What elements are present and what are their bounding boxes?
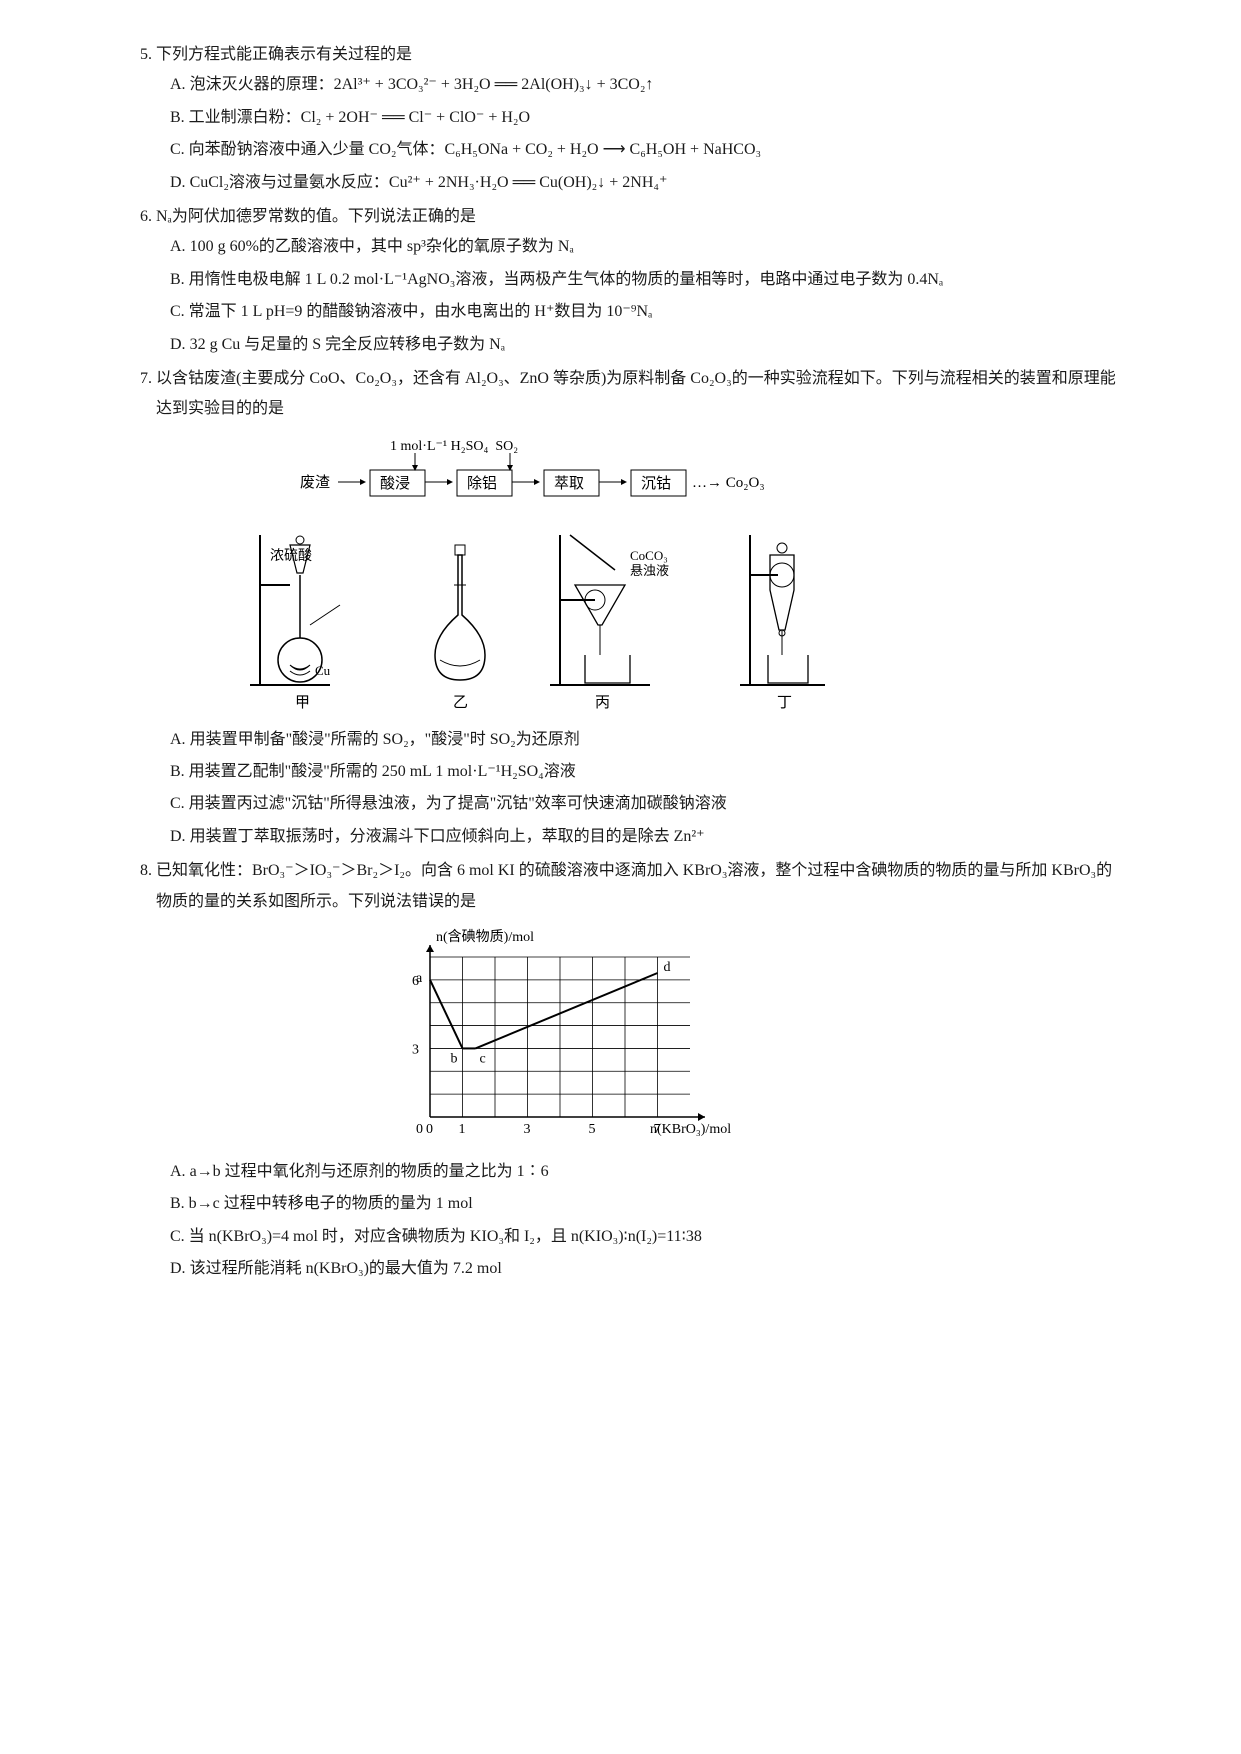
svg-text:1: 1: [459, 1122, 466, 1137]
opt-label: A.: [170, 725, 186, 755]
q8-opt-d: 该过程所能消耗 n(KBrO₃)的最大值为 7.2 mol: [190, 1254, 1121, 1284]
opt-label: C.: [170, 789, 185, 819]
question-7: 7. 以含钴废渣(主要成分 CoO、Co₂O₃，还含有 Al₂O₃、ZnO 等杂…: [140, 364, 1121, 852]
apparatus-jia: 浓硫酸 Cu 甲: [250, 535, 340, 711]
svg-text:b: b: [451, 1051, 458, 1066]
q7-options: A.用装置甲制备"酸浸"所需的 SO₂，"酸浸"时 SO₂为还原剂 B.用装置乙…: [170, 725, 1121, 853]
flow-svg: 1 mol·L⁻¹ H₂SO₄ SO₂ 废渣 酸浸 除铝 萃取 沉钴 …→ Co…: [200, 435, 840, 505]
opt-label: C.: [170, 1222, 185, 1252]
flow-dots: …→ Co₂O₃: [692, 475, 765, 491]
label-jia: 甲: [295, 695, 310, 711]
flow-node-precip-co: 沉钴: [641, 475, 671, 492]
q5-opt-d: CuCl₂溶液与过量氨水反应：Cu²⁺ + 2NH₃·H₂O ══ Cu(OH)…: [190, 168, 1121, 198]
q6-opt-d: 32 g Cu 与足量的 S 完全反应转移电子数为 Nₐ: [190, 330, 1121, 360]
svg-text:3: 3: [412, 1042, 419, 1057]
flow-node-acid-leach: 酸浸: [380, 475, 410, 492]
q5-opt-a: 泡沫灭火器的原理：2Al³⁺ + 3CO₃²⁻ + 3H₂O ══ 2Al(OH…: [190, 70, 1121, 100]
q7-opt-c: 用装置丙过滤"沉钴"所得悬浊液，为了提高"沉钴"效率可快速滴加碳酸钠溶液: [189, 789, 1121, 819]
q8-chart-svg: 01357360n(含碘物质)/moln(KBrO₃)/molabcd: [380, 927, 740, 1147]
svg-text:0: 0: [426, 1122, 433, 1137]
q5-opt-c: 向苯酚钠溶液中通入少量 CO₂气体：C₆H₅ONa + CO₂ + H₂O ⟶ …: [189, 135, 1121, 165]
q6-number: 6.: [140, 202, 152, 232]
q6-opt-b: 用惰性电极电解 1 L 0.2 mol·L⁻¹AgNO₃溶液，当两极产生气体的物…: [189, 265, 1121, 295]
label-conc-acid: 浓硫酸: [270, 548, 312, 564]
flow-node-waste: 废渣: [300, 474, 330, 491]
svg-text:3: 3: [524, 1122, 531, 1137]
label-suspension: 悬浊液: [630, 563, 669, 578]
q7-flow-diagram: 1 mol·L⁻¹ H₂SO₄ SO₂ 废渣 酸浸 除铝 萃取 沉钴 …→ Co…: [200, 435, 1121, 505]
svg-text:d: d: [664, 960, 671, 975]
svg-text:a: a: [416, 971, 423, 986]
opt-label: B.: [170, 103, 185, 133]
q8-opt-a: a→b 过程中氧化剂与还原剂的物质的量之比为 1∶6: [190, 1157, 1121, 1187]
opt-label: B.: [170, 757, 185, 787]
opt-label: C.: [170, 297, 185, 327]
flow-node-extract: 萃取: [554, 475, 584, 492]
q8-opt-c: 当 n(KBrO₃)=4 mol 时，对应含碘物质为 KIO₃和 I₂，且 n(…: [189, 1222, 1121, 1252]
q7-opt-a: 用装置甲制备"酸浸"所需的 SO₂，"酸浸"时 SO₂为还原剂: [190, 725, 1121, 755]
label-bing: 丙: [595, 695, 610, 711]
apparatus-svg: 浓硫酸 Cu 甲 乙 CoCO₃: [200, 515, 900, 715]
opt-label: A.: [170, 1157, 186, 1187]
label-cu: Cu: [315, 663, 331, 678]
opt-label: D.: [170, 822, 186, 852]
q6-opt-a: 100 g 60%的乙酸溶液中，其中 sp³杂化的氧原子数为 Nₐ: [190, 232, 1121, 262]
opt-label: B.: [170, 1189, 185, 1219]
label-yi: 乙: [453, 695, 468, 711]
q5-options: A.泡沫灭火器的原理：2Al³⁺ + 3CO₃²⁻ + 3H₂O ══ 2Al(…: [170, 70, 1121, 198]
question-5: 5. 下列方程式能正确表示有关过程的是 A.泡沫灭火器的原理：2Al³⁺ + 3…: [140, 40, 1121, 198]
q8-options: A.a→b 过程中氧化剂与还原剂的物质的量之比为 1∶6 B.b→c 过程中转移…: [170, 1157, 1121, 1285]
question-6: 6. Nₐ为阿伏加德罗常数的值。下列说法正确的是 A.100 g 60%的乙酸溶…: [140, 202, 1121, 360]
opt-label: D.: [170, 330, 186, 360]
q5-opt-b: 工业制漂白粉：Cl₂ + 2OH⁻ ══ Cl⁻ + ClO⁻ + H₂O: [189, 103, 1121, 133]
svg-text:0: 0: [416, 1122, 423, 1137]
apparatus-bing: CoCO₃ 悬浊液 丙: [550, 535, 669, 711]
flow-node-remove-al: 除铝: [467, 475, 497, 492]
q7-opt-b: 用装置乙配制"酸浸"所需的 250 mL 1 mol·L⁻¹H₂SO₄溶液: [189, 757, 1121, 787]
q6-options: A.100 g 60%的乙酸溶液中，其中 sp³杂化的氧原子数为 Nₐ B.用惰…: [170, 232, 1121, 360]
opt-label: B.: [170, 265, 185, 295]
label-ding: 丁: [777, 695, 792, 711]
q7-number: 7.: [140, 364, 152, 425]
opt-label: D.: [170, 1254, 186, 1284]
opt-label: A.: [170, 70, 186, 100]
svg-text:c: c: [480, 1051, 486, 1066]
svg-text:n(KBrO₃)/mol: n(KBrO₃)/mol: [650, 1122, 731, 1137]
q5-stem: 下列方程式能正确表示有关过程的是: [156, 40, 1121, 70]
label-coco3: CoCO₃: [630, 548, 668, 563]
apparatus-ding: 丁: [740, 535, 825, 711]
opt-label: A.: [170, 232, 186, 262]
svg-text:5: 5: [589, 1122, 596, 1137]
q8-opt-b: b→c 过程中转移电子的物质的量为 1 mol: [189, 1189, 1121, 1219]
q8-stem: 已知氧化性：BrO₃⁻＞IO₃⁻＞Br₂＞I₂。向含 6 mol KI 的硫酸溶…: [156, 856, 1121, 917]
q6-stem: Nₐ为阿伏加德罗常数的值。下列说法正确的是: [156, 202, 1121, 232]
q7-opt-d: 用装置丁萃取振荡时，分液漏斗下口应倾斜向上，萃取的目的是除去 Zn²⁺: [190, 822, 1121, 852]
q8-chart: 01357360n(含碘物质)/moln(KBrO₃)/molabcd: [380, 927, 1121, 1147]
q8-number: 8.: [140, 856, 152, 917]
opt-label: D.: [170, 168, 186, 198]
flow-top-input: 1 mol·L⁻¹ H₂SO₄ SO₂: [390, 439, 518, 454]
apparatus-yi: 乙: [435, 545, 485, 711]
opt-label: C.: [170, 135, 185, 165]
q7-stem: 以含钴废渣(主要成分 CoO、Co₂O₃，还含有 Al₂O₃、ZnO 等杂质)为…: [156, 364, 1121, 425]
q6-opt-c: 常温下 1 L pH=9 的醋酸钠溶液中，由水电离出的 H⁺数目为 10⁻⁹Nₐ: [189, 297, 1121, 327]
q5-number: 5.: [140, 40, 152, 70]
svg-text:n(含碘物质)/mol: n(含碘物质)/mol: [436, 929, 534, 945]
question-8: 8. 已知氧化性：BrO₃⁻＞IO₃⁻＞Br₂＞I₂。向含 6 mol KI 的…: [140, 856, 1121, 1284]
q7-apparatus: 浓硫酸 Cu 甲 乙 CoCO₃: [200, 515, 1121, 715]
